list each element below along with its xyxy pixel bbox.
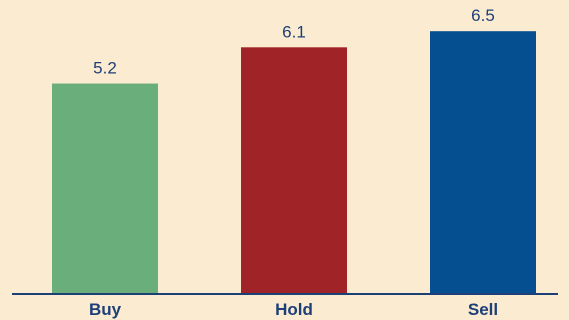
value-label-buy: 5.2 (93, 59, 117, 78)
category-label-hold: Hold (275, 300, 313, 319)
bars-layer (52, 31, 536, 293)
bar-sell (430, 31, 536, 293)
value-label-hold: 6.1 (282, 22, 306, 41)
category-label-buy: Buy (89, 300, 122, 319)
bar-buy (52, 83, 158, 293)
bar-hold (241, 47, 347, 293)
category-labels-layer: Buy Hold Sell (89, 300, 498, 319)
value-labels-layer: 5.2 6.1 6.5 (93, 6, 495, 77)
value-label-sell: 6.5 (471, 6, 495, 25)
category-label-sell: Sell (468, 300, 498, 319)
